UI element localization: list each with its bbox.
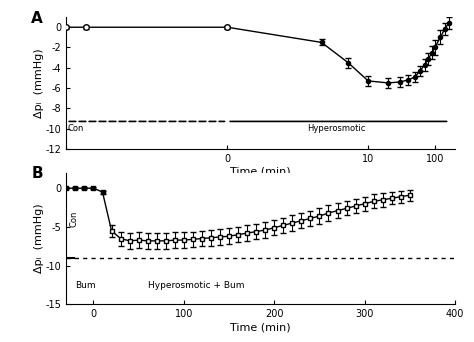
Text: Con: Con: [68, 124, 84, 133]
X-axis label: Time (min): Time (min): [230, 322, 291, 332]
Text: A: A: [31, 11, 43, 26]
X-axis label: Time (min): Time (min): [230, 167, 291, 176]
Text: B: B: [31, 166, 43, 181]
Text: Hyperosmotic + Bum: Hyperosmotic + Bum: [148, 280, 244, 290]
Y-axis label: Δpᵢ  (mmHg): Δpᵢ (mmHg): [34, 204, 44, 273]
Text: Con: Con: [69, 211, 78, 227]
Text: Hyperosmotic: Hyperosmotic: [307, 124, 365, 133]
Text: Bum: Bum: [75, 280, 96, 290]
Y-axis label: Δpᵢ  (mmHg): Δpᵢ (mmHg): [34, 48, 44, 118]
